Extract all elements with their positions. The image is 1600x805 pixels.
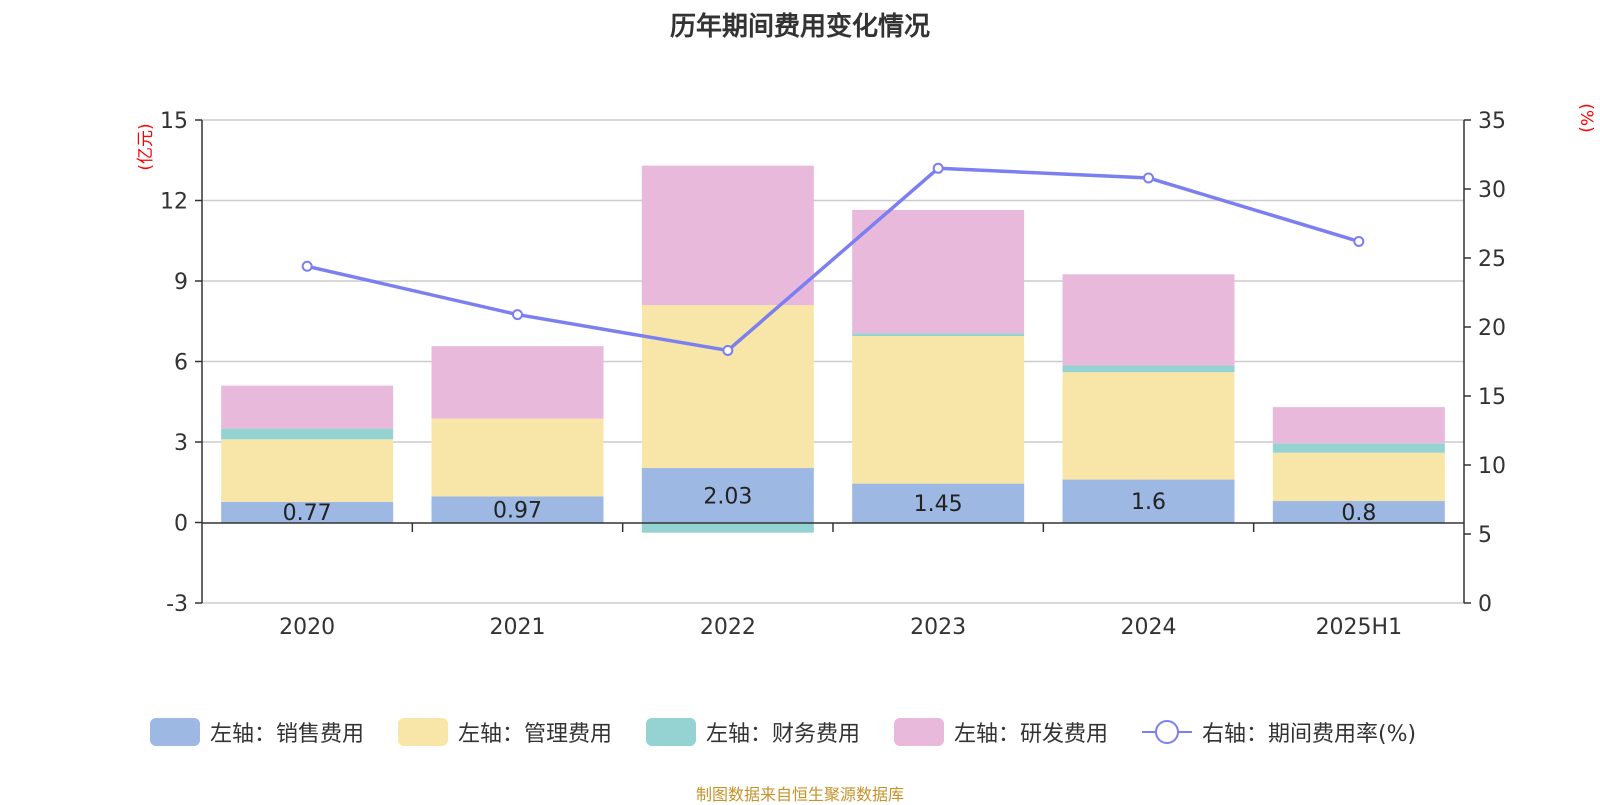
bar-2022-series-0 bbox=[641, 468, 814, 523]
bar-2024-series-2 bbox=[1062, 365, 1235, 373]
bar-2025H1-series-2 bbox=[1272, 443, 1445, 453]
expense-rate-point-2025H1 bbox=[1353, 235, 1365, 247]
right-axis-tick-label: 35 bbox=[1478, 109, 1506, 134]
bar-2023-series-0 bbox=[852, 483, 1025, 523]
bar-2023-series-2 bbox=[852, 333, 1025, 337]
data-label-sales-2022: 2.03 bbox=[703, 484, 752, 509]
legend-label-sales: 左轴：销售费用 bbox=[210, 722, 365, 747]
legend-item-sales[interactable]: 左轴：销售费用 bbox=[150, 712, 364, 752]
left-axis-tick-label: 9 bbox=[174, 270, 188, 295]
legend-item-admin[interactable]: 左轴：管理费用 bbox=[398, 712, 612, 752]
data-label-sales-2023: 1.45 bbox=[914, 492, 963, 517]
bar-2022-series-2 bbox=[641, 522, 814, 533]
category-label-2022: 2022 bbox=[700, 615, 756, 640]
left-axis-unit: (亿元) bbox=[136, 123, 156, 170]
legend-label-expense-rate: 右轴：期间费用率(%) bbox=[1202, 722, 1417, 747]
left-axis-tick-label: 3 bbox=[174, 431, 188, 456]
expense-rate-point-2022 bbox=[722, 344, 734, 356]
bar-2021-series-0 bbox=[431, 496, 604, 523]
left-axis-tick-label: 0 bbox=[174, 512, 188, 537]
bar-2023-series-3 bbox=[852, 209, 1025, 334]
right-axis-tick-label: 0 bbox=[1478, 592, 1492, 617]
category-label-2021: 2021 bbox=[490, 615, 546, 640]
left-axis-tick-label: 15 bbox=[160, 109, 188, 134]
bar-2024-series-1 bbox=[1062, 372, 1235, 480]
right-axis-tick-label: 20 bbox=[1478, 316, 1506, 341]
expense-rate-point-2023 bbox=[932, 162, 944, 174]
bar-2024-series-3 bbox=[1062, 274, 1235, 366]
bar-2020-series-3 bbox=[221, 385, 394, 429]
bar-2025H1-series-3 bbox=[1272, 407, 1445, 444]
bar-2020-series-0 bbox=[221, 501, 394, 523]
data-label-sales-2020: 0.77 bbox=[283, 501, 332, 526]
legend-item-finance[interactable]: 左轴：财务费用 bbox=[646, 712, 860, 752]
chart-title: 历年期间费用变化情况 bbox=[669, 12, 930, 42]
expense-rate-point-2024 bbox=[1143, 172, 1154, 184]
right-axis-tick-label: 10 bbox=[1478, 454, 1506, 479]
chart-legend: 左轴：销售费用 左轴：管理费用 左轴：财务费用 左轴：研发费用 右轴：期间费用率… bbox=[0, 712, 1600, 752]
right-axis-tick-label: 30 bbox=[1478, 178, 1506, 203]
data-label-sales-2024: 1.6 bbox=[1131, 490, 1166, 515]
legend-item-expense-rate[interactable]: 右轴：期间费用率(%) bbox=[1142, 712, 1416, 752]
legend-swatch-expense-rate bbox=[1142, 720, 1192, 744]
legend-swatch-sales bbox=[150, 718, 200, 746]
category-label-2024: 2024 bbox=[1121, 615, 1177, 640]
expense-rate-line bbox=[306, 166, 1360, 353]
legend-swatch-finance bbox=[646, 718, 696, 746]
expense-rate-point-2021 bbox=[512, 309, 523, 321]
bar-2024-series-0 bbox=[1062, 479, 1235, 523]
legend-label-admin: 左轴：管理费用 bbox=[458, 722, 613, 747]
data-label-sales-2021: 0.97 bbox=[493, 498, 542, 523]
legend-item-rnd[interactable]: 左轴：研发费用 bbox=[894, 712, 1108, 752]
right-axis-unit: (%) bbox=[1576, 103, 1596, 132]
bar-2022-series-1 bbox=[641, 305, 814, 469]
legend-label-rnd: 左轴：研发费用 bbox=[954, 722, 1109, 747]
right-axis-tick-label: 25 bbox=[1478, 247, 1506, 272]
category-label-2023: 2023 bbox=[910, 615, 966, 640]
left-axis-tick-label: 6 bbox=[174, 351, 188, 376]
legend-label-finance: 左轴：财务费用 bbox=[706, 722, 861, 747]
expense-rate-point-2020 bbox=[301, 260, 313, 272]
left-axis-tick-label: 12 bbox=[160, 190, 188, 215]
legend-swatch-admin bbox=[398, 718, 448, 746]
category-label-2020: 2020 bbox=[279, 615, 335, 640]
bar-2025H1-series-0 bbox=[1272, 501, 1445, 523]
right-axis-tick-label: 5 bbox=[1478, 523, 1492, 548]
left-axis-tick-label: -3 bbox=[166, 592, 188, 617]
right-axis-tick-label: 15 bbox=[1478, 385, 1506, 410]
bar-2021-series-1 bbox=[431, 418, 604, 497]
bar-2020-series-2 bbox=[221, 428, 394, 440]
category-label-2025H1: 2025H1 bbox=[1316, 615, 1403, 640]
bar-2022-series-3 bbox=[641, 165, 814, 306]
bar-2023-series-1 bbox=[852, 336, 1025, 484]
bar-2020-series-1 bbox=[221, 439, 394, 502]
bar-2021-series-3 bbox=[431, 346, 604, 419]
bar-2025H1-series-1 bbox=[1272, 452, 1445, 502]
data-label-sales-2025H1: 0.8 bbox=[1341, 501, 1376, 526]
legend-swatch-rnd bbox=[894, 718, 944, 746]
source-note: 制图数据来自恒生聚源数据库 bbox=[695, 785, 904, 804]
